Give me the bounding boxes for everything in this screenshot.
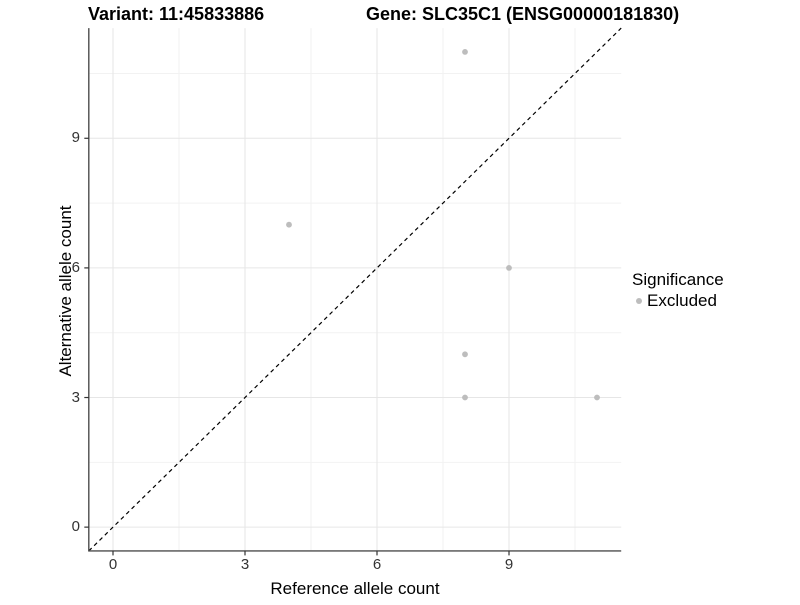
plot-title-variant: Variant: 11:45833886	[88, 4, 265, 24]
data-point	[506, 265, 512, 271]
plot-title-gene: Gene: SLC35C1 (ENSG00000181830)	[366, 4, 680, 24]
legend-item-label: Excluded	[647, 291, 717, 310]
data-point	[462, 394, 468, 401]
x-tick-label: 3	[240, 556, 250, 573]
x-tick-label: 0	[108, 556, 118, 573]
y-tick-label: 0	[71, 518, 80, 536]
x-axis-title: Reference allele count	[270, 579, 440, 598]
legend-item-excluded: Excluded	[632, 291, 724, 310]
data-point	[594, 394, 600, 401]
legend: Significance Excluded	[632, 270, 724, 310]
legend-title: Significance	[632, 270, 724, 289]
x-tick-label: 6	[372, 556, 382, 573]
y-tick-label: 9	[71, 129, 80, 147]
data-point	[462, 49, 468, 55]
excluded-point-icon	[636, 297, 642, 304]
y-tick-label: 6	[71, 258, 80, 276]
data-point	[462, 351, 468, 358]
identity-dashed-line	[88, 27, 622, 552]
y-tick-label: 3	[71, 388, 80, 406]
x-tick-label: 9	[504, 556, 514, 573]
data-point	[286, 221, 292, 228]
